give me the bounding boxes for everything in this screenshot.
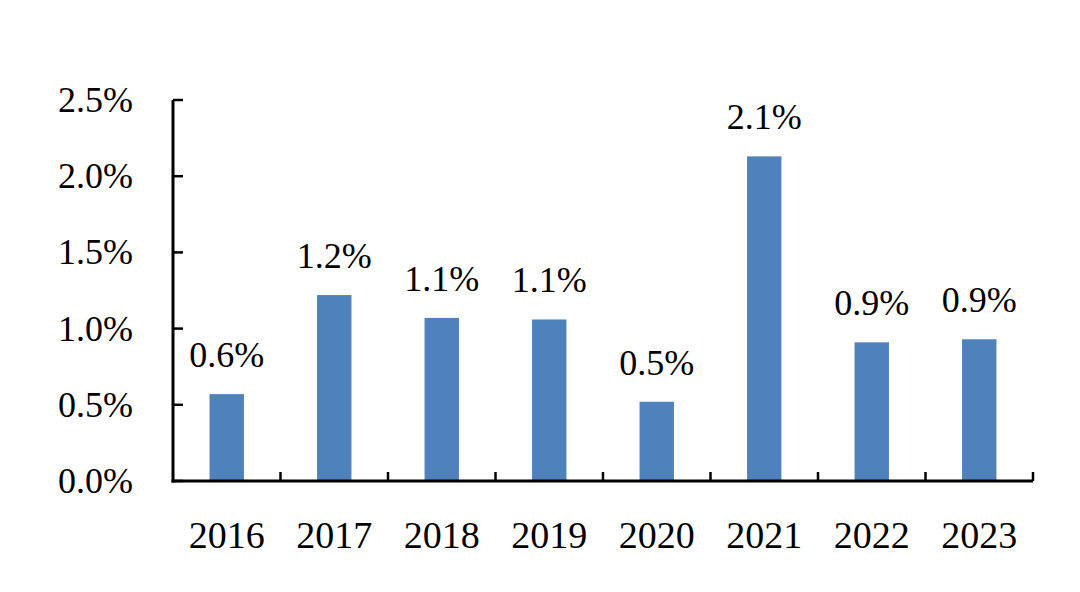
y-tick-label: 2.0%: [58, 156, 133, 196]
x-tick: [709, 472, 712, 481]
bar: [532, 319, 566, 481]
y-tick: [173, 99, 183, 102]
y-tick-label: 2.5%: [58, 80, 133, 120]
x-tick-label: 2023: [941, 514, 1017, 556]
y-tick: [173, 327, 183, 330]
data-label: 0.6%: [189, 335, 264, 375]
data-label: 1.2%: [297, 236, 372, 276]
bar: [855, 342, 889, 481]
x-tick: [924, 472, 927, 481]
x-tick-label: 2020: [619, 514, 695, 556]
x-tick: [279, 472, 282, 481]
x-tick: [387, 472, 390, 481]
bars: [210, 156, 997, 481]
chart: 0.0% 0.5% 1.0% 1.5% 2.0% 2.5% 2016 2017 2018 2019…: [0, 0, 1080, 592]
data-label: 1.1%: [512, 260, 587, 300]
x-tick-label: 2017: [296, 514, 372, 556]
x-tick: [1032, 472, 1035, 481]
data-label: 1.1%: [404, 259, 479, 299]
bar: [210, 394, 244, 481]
bar: [962, 339, 996, 481]
x-tick-label: 2016: [189, 514, 265, 556]
y-tick: [173, 480, 183, 483]
y-axis: [172, 100, 175, 483]
y-tick: [173, 175, 183, 178]
x-tick: [817, 472, 820, 481]
x-tick: [602, 472, 605, 481]
y-tick: [173, 404, 183, 407]
y-tick-label: 1.5%: [58, 232, 133, 272]
data-label: 2.1%: [727, 97, 802, 137]
x-tick-label: 2019: [511, 514, 587, 556]
data-label: 0.5%: [619, 343, 694, 383]
y-tick: [173, 251, 183, 254]
chart-container: 0.0% 0.5% 1.0% 1.5% 2.0% 2.5% 2016 2017 2018 2019…: [0, 0, 1080, 592]
x-tick-label: 2018: [404, 514, 480, 556]
x-tick: [494, 472, 497, 481]
data-label: 0.9%: [834, 283, 909, 323]
y-tick-label: 1.0%: [58, 309, 133, 349]
y-tick-label: 0.0%: [58, 461, 133, 501]
bar: [640, 402, 674, 481]
bar: [747, 156, 781, 481]
y-tick-label: 0.5%: [58, 385, 133, 425]
data-label: 0.9%: [942, 280, 1017, 320]
x-tick-label: 2022: [834, 514, 910, 556]
x-tick-label: 2021: [726, 514, 802, 556]
bar: [425, 318, 459, 481]
bar: [317, 295, 351, 481]
